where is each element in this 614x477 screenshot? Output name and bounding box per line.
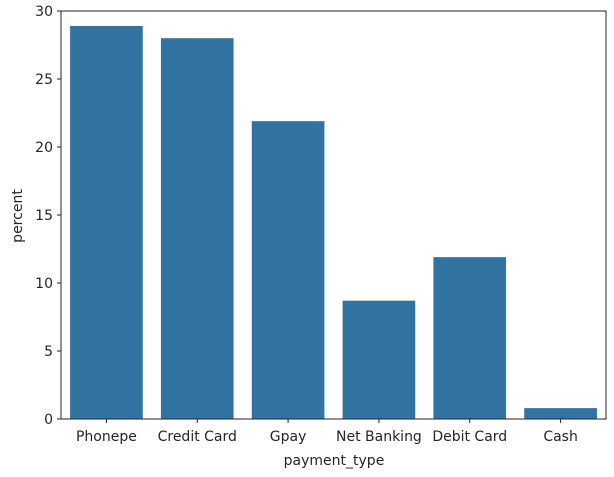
y-tick-label: 15: [35, 208, 53, 224]
bar-credit-card: [160, 38, 234, 419]
x-tick-label: Phonepe: [76, 429, 137, 445]
bar-debit-card: [433, 257, 507, 419]
bar-phonepe: [70, 25, 143, 420]
x-tick-label: Cash: [543, 429, 578, 445]
bar-cash: [524, 408, 597, 419]
x-axis-label: payment_type: [284, 453, 385, 469]
y-tick-label: 0: [44, 412, 53, 428]
y-axis-label: percent: [10, 189, 26, 243]
bar-gpay: [251, 121, 325, 419]
y-axis: 0 5 10 15 20 25 30: [35, 4, 61, 428]
x-tick-label: Gpay: [270, 429, 307, 445]
y-tick-label: 20: [35, 140, 53, 156]
bar-net-banking: [342, 300, 416, 419]
y-tick-label: 10: [35, 276, 53, 292]
x-tick-label: Credit Card: [158, 429, 237, 445]
x-tick-label: Debit Card: [432, 429, 507, 445]
x-axis: Phonepe Credit Card Gpay Net Banking Debit C…: [76, 419, 578, 445]
y-tick-label: 25: [35, 72, 53, 88]
x-tick-label: Net Banking: [336, 429, 422, 445]
y-tick-label: 30: [35, 4, 53, 20]
plot-area: [60, 10, 607, 420]
y-tick-label: 5: [44, 344, 53, 360]
